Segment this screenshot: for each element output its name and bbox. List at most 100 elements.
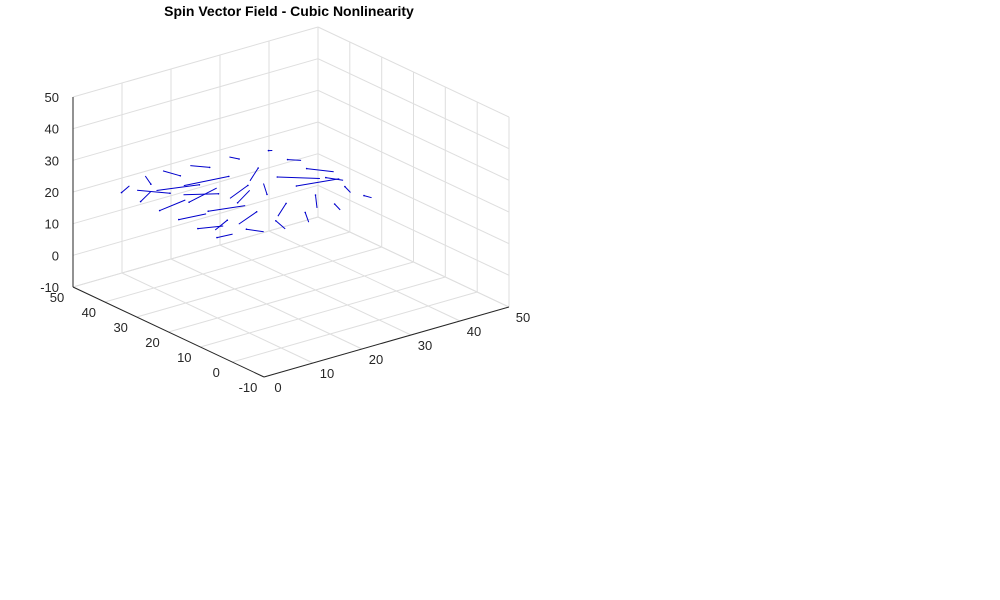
quiver-arrow: [344, 186, 351, 193]
quiver-origin-point: [120, 191, 123, 194]
quiver-origin-point: [158, 209, 161, 212]
quiver-arrow: [325, 177, 344, 181]
quiver-arrow: [188, 187, 217, 203]
quiver-arrow: [277, 203, 287, 217]
y-tick-label: -10: [239, 380, 258, 395]
z-tick-label: 50: [45, 90, 59, 105]
quiver-arrow: [237, 189, 251, 204]
z-tick-label: -10: [40, 280, 59, 295]
x-tick-label: 10: [320, 366, 334, 381]
quiver-origin-point: [245, 228, 248, 230]
side-wall-grid-line-z: [317, 26, 510, 118]
quiver-origin-point: [226, 219, 229, 221]
quiver-origin-point: [314, 194, 317, 196]
back-wall-grid-line-z: [72, 58, 319, 130]
quiver-origin-point: [208, 166, 211, 169]
y-axis-line: [72, 286, 265, 378]
side-wall-grid-line-z: [317, 216, 510, 308]
quiver-origin-point: [285, 202, 287, 205]
z-tick-label: 30: [45, 153, 59, 168]
quiver-origin-point: [304, 211, 307, 214]
quiver-origin-point: [169, 192, 171, 194]
quiver-origin-point: [178, 218, 180, 221]
quiver-arrow: [156, 184, 200, 191]
quiver-origin-point: [247, 184, 249, 187]
quiver-origin-point: [333, 203, 336, 205]
quiver-arrow: [214, 219, 228, 231]
y-tick-label: 30: [113, 320, 127, 335]
side-wall-grid-line-z: [317, 58, 510, 150]
chart-title: Spin Vector Field - Cubic Nonlinearity: [164, 3, 414, 19]
x-tick-label: 50: [516, 310, 530, 325]
side-wall-grid-line-z: [317, 121, 510, 213]
axis-layer: [72, 97, 510, 378]
y-tick-label: 0: [213, 365, 220, 380]
z-tick-label: 0: [52, 248, 59, 263]
quiver-arrow: [183, 193, 219, 196]
quiver-arrow: [159, 199, 186, 212]
quiver-origin-point: [217, 193, 220, 195]
back-wall-grid-line-z: [72, 26, 319, 98]
quiver-arrow: [183, 175, 229, 187]
side-wall-grid-line-z: [317, 153, 510, 245]
quiver-arrow: [178, 213, 207, 221]
x-tick-label: 30: [418, 338, 432, 353]
quiver-arrow: [334, 203, 341, 211]
quiver-arrow: [144, 175, 152, 185]
quiver-origin-point: [236, 202, 239, 204]
quiver-arrow: [162, 170, 181, 177]
quiver-origin-point: [266, 193, 268, 196]
quiver-arrow: [190, 165, 210, 168]
quiver-arrow: [277, 176, 320, 179]
quiver-origin-point: [267, 149, 270, 152]
back-wall-grid-line-z: [72, 153, 319, 225]
quiver-arrow: [246, 228, 264, 233]
quiver-arrow: [121, 185, 130, 193]
quiver-arrow: [296, 178, 340, 187]
quiver-origin-point: [238, 158, 240, 160]
quiver-arrow: [137, 189, 171, 194]
quiver-origin-point: [150, 183, 152, 185]
quiver-origin-point: [198, 184, 201, 186]
floor-grid-line-y: [104, 231, 350, 303]
quiver-arrow: [229, 184, 249, 199]
quiver-arrow: [208, 205, 246, 212]
quiver-arrow: [315, 194, 318, 208]
quiver-origin-point: [344, 185, 346, 188]
z-tick-label: 20: [45, 185, 59, 200]
quiver-origin-point: [257, 167, 260, 169]
quiver-arrow: [229, 156, 240, 160]
floor-grid-line-y: [200, 276, 446, 348]
quiver-origin-point: [363, 194, 365, 197]
quiver-origin-point: [139, 200, 142, 203]
x-axis-line: [263, 306, 510, 378]
quiver-origin-point: [197, 227, 199, 230]
back-wall-grid-line-z: [72, 184, 319, 256]
y-tick-label: 10: [177, 350, 191, 365]
back-wall-grid-line-z: [72, 89, 319, 161]
floor-grid-line-y: [136, 246, 382, 318]
arrow-layer: [120, 149, 372, 239]
floor-grid-line-y: [168, 261, 414, 333]
side-wall-grid-line-z: [317, 89, 510, 181]
quiver-origin-point: [228, 175, 230, 178]
quiver-arrow: [140, 191, 151, 202]
quiver-origin-point: [325, 176, 327, 179]
quiver-origin-point: [179, 175, 182, 177]
quiver-origin-point: [295, 185, 298, 187]
quiver-arrow: [238, 211, 257, 225]
quiver-origin-point: [286, 158, 289, 161]
quiver-origin-point: [276, 176, 279, 178]
quiver-arrow: [249, 167, 259, 182]
x-tick-label: 20: [369, 352, 383, 367]
grid-layer: [72, 26, 510, 378]
quiver-arrow: [287, 159, 302, 161]
quiver-origin-point: [305, 167, 308, 170]
y-tick-label: 50: [50, 290, 64, 305]
quiver-arrow: [275, 220, 286, 230]
quiver-arrow: [263, 183, 268, 195]
y-tick-label: 20: [145, 335, 159, 350]
x-tick-label: 0: [274, 380, 281, 395]
